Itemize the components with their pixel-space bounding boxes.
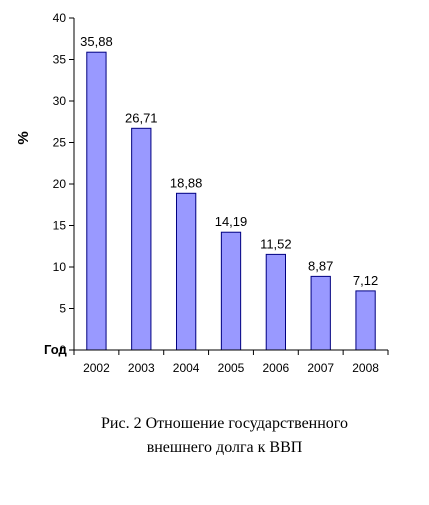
y-tick-label: 0 [59, 343, 66, 357]
bars: 35,88 26,71 18,88 14,19 11,52 8,87 7,12 [80, 34, 378, 351]
x-tick-label-2005: 2005 [218, 361, 245, 375]
bar-2008 [355, 290, 376, 351]
bar-2006 [265, 253, 287, 351]
y-tick-label: 25 [53, 136, 67, 150]
bar-2004 [175, 192, 197, 351]
bar-2007 [310, 275, 331, 351]
bar-2002 [86, 51, 107, 351]
y-tick-label: 20 [53, 177, 67, 191]
data-label-2006: 11,52 [260, 236, 292, 251]
y-tick-label: 10 [53, 260, 67, 274]
bar-2003 [131, 127, 152, 351]
x-tick-label-2004: 2004 [173, 361, 200, 375]
x-tick-label-2006: 2006 [263, 361, 290, 375]
x-axis-ticks: 2002 2003 2004 2005 2006 2007 2008 [73, 350, 389, 375]
data-label-2007: 8,87 [308, 258, 333, 273]
x-tick-label-2007: 2007 [307, 361, 334, 375]
x-tick-label-2008: 2008 [352, 361, 379, 375]
y-axis-ticks: 0 5 10 15 20 25 30 35 40 [53, 11, 74, 357]
data-label-2005: 14,19 [215, 214, 248, 229]
figure-caption-line-1: Рис. 2 Отношение государственного [101, 415, 348, 432]
data-label-2004: 18,88 [170, 175, 203, 190]
x-tick-label-2003: 2003 [128, 361, 155, 375]
y-tick-label: 30 [53, 94, 67, 108]
bar-2005 [220, 231, 242, 351]
y-tick-label: 15 [53, 219, 67, 233]
debt-gdp-bar-chart: 0 5 10 15 20 25 30 35 40 35,88 26,71 18,88 14,19 11,… [15, 11, 389, 375]
y-tick-label: 40 [53, 11, 67, 25]
y-axis-label: % [15, 131, 32, 144]
x-tick-label-2002: 2002 [83, 361, 110, 375]
y-tick-label: 35 [53, 53, 67, 67]
figure-caption-line-2: внешнего долга к ВВП [146, 439, 303, 456]
data-label-2008: 7,12 [353, 273, 378, 288]
data-label-2002: 35,88 [80, 34, 113, 49]
data-label-2003: 26,71 [125, 110, 158, 125]
y-tick-label: 5 [59, 302, 66, 316]
x-axis-label: Год [44, 342, 67, 357]
